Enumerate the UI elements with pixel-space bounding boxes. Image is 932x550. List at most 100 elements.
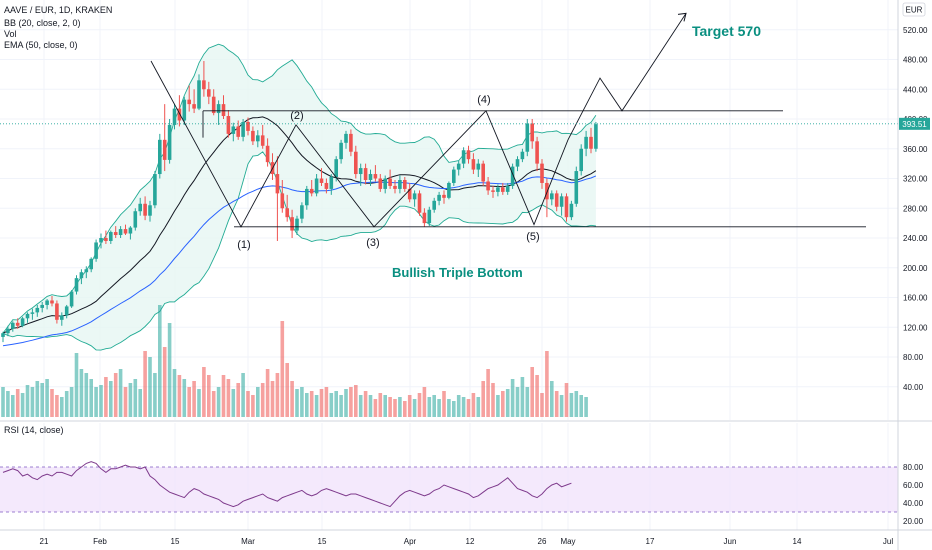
candle-body: [329, 177, 334, 189]
candle-body: [207, 89, 211, 97]
volume-bar: [153, 373, 157, 417]
candle-body: [158, 139, 162, 175]
volume-bar: [15, 389, 20, 417]
candle-body: [182, 99, 187, 121]
volume-bar: [334, 391, 338, 417]
time-tick-label: Mar: [241, 537, 255, 546]
volume-bar: [104, 377, 108, 417]
price-tick-label: 440.00: [903, 85, 928, 94]
volume-bar: [442, 391, 446, 417]
volume-bar: [476, 397, 481, 417]
volume-bar: [437, 399, 441, 417]
candle-body: [393, 185, 397, 189]
volume-bar: [471, 393, 476, 417]
volume-bar: [579, 395, 583, 417]
volume-bar: [314, 395, 319, 417]
volume-bar: [550, 381, 554, 417]
rsi-tick-label: 20.00: [903, 517, 924, 526]
volume-bar: [128, 383, 133, 417]
wave-label: (4): [477, 94, 490, 106]
candle-body: [187, 99, 191, 105]
candle-body: [79, 272, 84, 279]
candle-body: [554, 193, 559, 207]
vol-legend[interactable]: Vol: [4, 29, 17, 39]
candle-body: [481, 163, 485, 182]
moving-averages: [2, 116, 597, 347]
volume-bar: [432, 395, 436, 417]
candle-body: [305, 188, 309, 206]
candles: [1, 60, 598, 343]
volume-bar: [216, 387, 221, 417]
volume-bar: [393, 399, 397, 417]
wave-label: (5): [526, 231, 539, 243]
volume-bar: [251, 395, 255, 417]
price-tick-label: 120.00: [903, 323, 928, 332]
volume-bar: [300, 387, 304, 417]
candle-body: [515, 159, 520, 167]
volume-bar: [515, 387, 520, 417]
volume-bar: [280, 321, 285, 417]
candle-body: [314, 178, 319, 194]
volume-bars: [1, 305, 588, 417]
volume-bar: [202, 367, 206, 417]
time-tick-label: 15: [318, 537, 327, 546]
candle-body: [403, 179, 407, 189]
candle-body: [113, 232, 118, 236]
candle-body: [94, 242, 98, 259]
volume-bar: [35, 381, 40, 417]
candle-body: [153, 174, 157, 206]
candle-body: [60, 315, 64, 320]
rsi-line: [2, 461, 572, 508]
time-tick-label: Jun: [724, 537, 737, 546]
candle-body: [550, 193, 554, 200]
volume-bar: [187, 387, 191, 417]
volume-bar: [113, 373, 118, 417]
rsi-legend[interactable]: RSI (14, close): [4, 425, 64, 435]
rsi-tick-label: 80.00: [903, 463, 924, 472]
candle-body: [358, 168, 363, 175]
price-tick-label: 200.00: [903, 264, 928, 273]
candle-body: [143, 203, 147, 216]
volume-bar: [491, 383, 495, 417]
currency-badge-label: EUR: [906, 6, 923, 15]
candle-body: [226, 116, 231, 134]
candle-body: [280, 193, 285, 209]
candle-body: [344, 133, 348, 143]
candle-body: [574, 171, 579, 204]
candle-body: [412, 193, 417, 200]
price-badge: [899, 117, 930, 130]
candle-body: [491, 190, 495, 192]
candle-body: [422, 212, 427, 224]
candle-body: [437, 194, 441, 201]
chart-title: AAVE / EUR, 1D, KRAKEN: [4, 5, 113, 15]
candle-body: [11, 322, 15, 329]
candle-body: [594, 124, 598, 149]
time-tick-label: Jul: [883, 537, 893, 546]
volume-bar: [285, 363, 289, 417]
candle-body: [6, 328, 10, 334]
volume-bar: [481, 381, 485, 417]
candle-body: [447, 182, 451, 198]
candle-body: [432, 200, 436, 210]
candle-body: [25, 313, 30, 319]
volume-bar: [486, 369, 490, 417]
ema-legend[interactable]: EMA (50, close, 0): [4, 40, 78, 50]
volume-bar: [530, 367, 534, 417]
volume-bar: [545, 351, 549, 417]
volume-bar: [148, 357, 152, 417]
bb-legend[interactable]: BB (20, close, 2, 0): [4, 18, 81, 28]
candle-body: [569, 203, 574, 218]
bb-basis-line: [2, 116, 597, 334]
candle-body: [579, 148, 583, 172]
rsi-tick-label: 40.00: [903, 499, 924, 508]
target-arrow: [677, 12, 687, 22]
candle-body: [398, 179, 402, 189]
candle-body: [55, 303, 59, 320]
candle-body: [109, 232, 113, 241]
time-tick-label: May: [560, 537, 575, 546]
volume-bar: [407, 395, 412, 417]
time-tick-label: Feb: [93, 537, 107, 546]
volume-bar: [123, 387, 128, 417]
volume-bar: [270, 381, 275, 417]
